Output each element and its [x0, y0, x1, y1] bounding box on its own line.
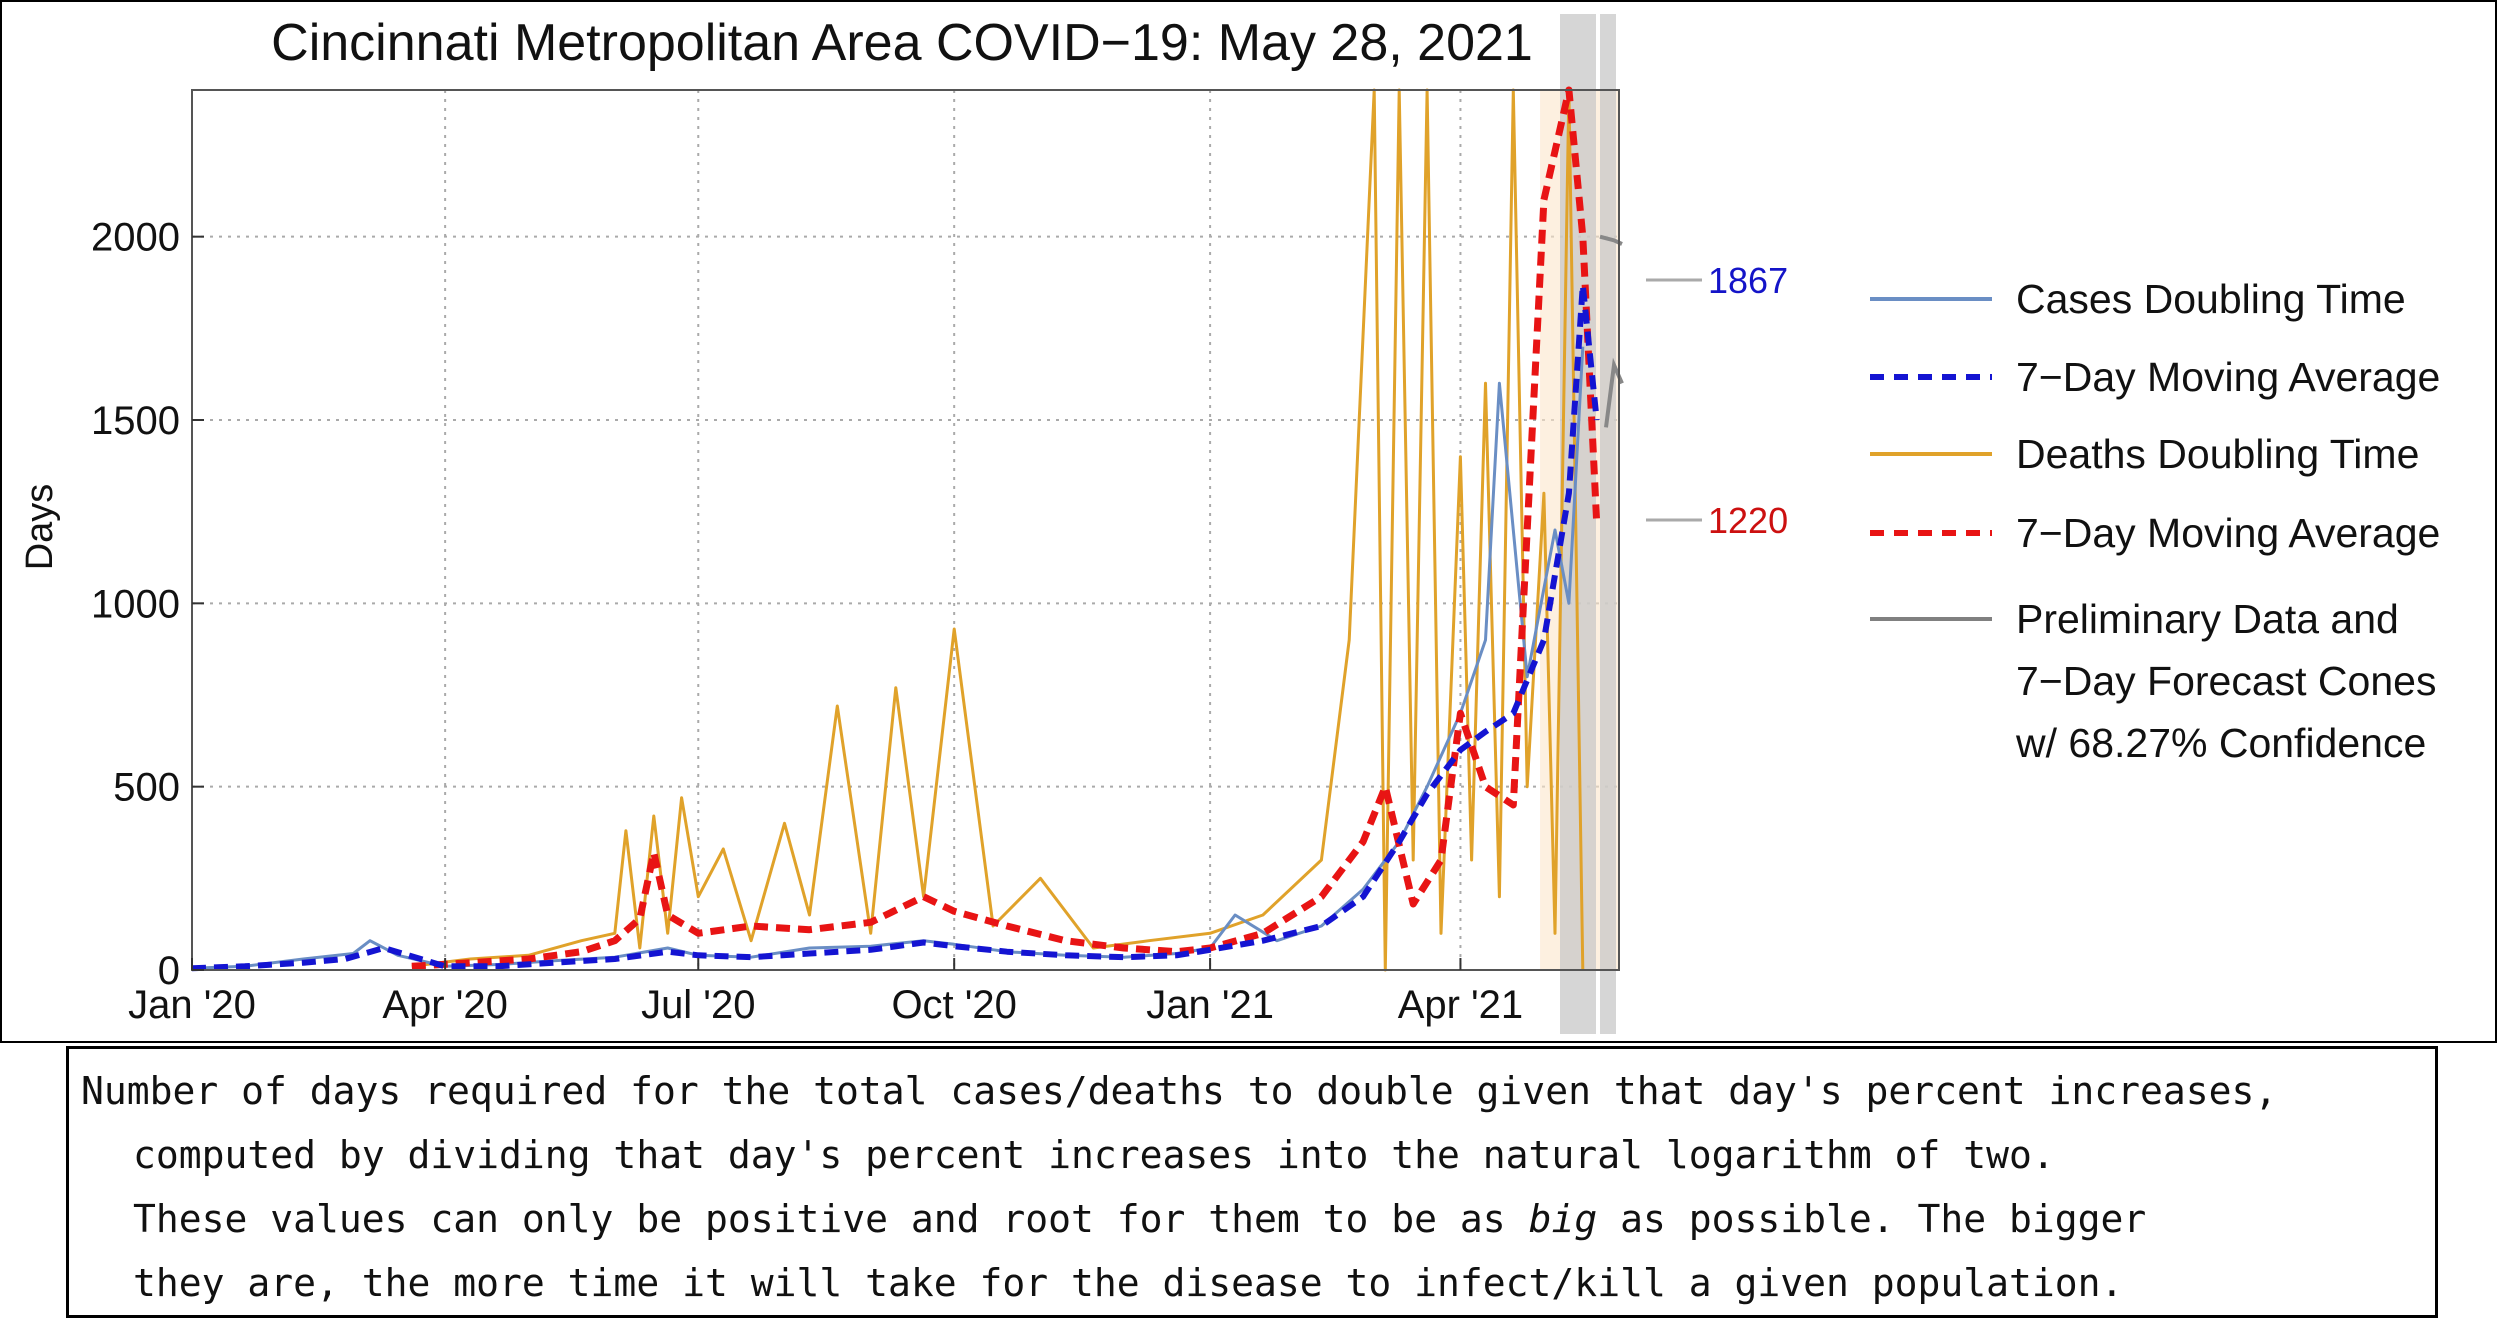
x-tick-label: Jan '21: [1146, 983, 1274, 1027]
caption-line-3: These values can only be positive and ro…: [81, 1187, 2425, 1251]
caption-line-3-start: These values can only be positive and ro…: [133, 1197, 1529, 1241]
chart-frame: Cincinnati Metropolitan Area COVID−19: M…: [0, 0, 2497, 1043]
legend-label: Preliminary Data and: [2016, 596, 2399, 642]
y-tick-label: 1000: [91, 582, 180, 626]
cases-moving-average-line: [191, 282, 1600, 972]
y-tick-label: 500: [113, 766, 180, 810]
preliminary-band: [1600, 14, 1616, 1034]
y-tick-label: 1500: [91, 399, 180, 443]
plot-frame: [191, 89, 1620, 971]
chart-title: Cincinnati Metropolitan Area COVID−19: M…: [271, 14, 1533, 72]
y-tick-label: 2000: [91, 216, 180, 260]
caption-line-3-end: as possible. The bigger: [1597, 1197, 2147, 1241]
annotation-layer: 1867 1220: [1646, 260, 1788, 541]
x-tick-label: Oct '20: [891, 983, 1016, 1027]
caption-line-4: they are, the more time it will take for…: [133, 1261, 2124, 1305]
axis-layer: 0 500 1000 1500 2000 Jan '20 Apr '20 Jul '20 Oct…: [91, 89, 1620, 1027]
legend-label: 7−Day Moving Average: [2016, 510, 2440, 556]
series-layer: [191, 86, 1624, 972]
caption-line-1: Number of days required for the total ca…: [81, 1069, 2278, 1113]
legend-label: Deaths Doubling Time: [2016, 431, 2419, 477]
deaths-doubling-line: [411, 88, 1585, 972]
legend-label: Cases Doubling Time: [2016, 276, 2406, 322]
legend: Cases Doubling Time 7−Day Moving Average D…: [1870, 276, 2440, 766]
annotation-value: 1220: [1708, 500, 1788, 541]
deaths-moving-average-line: [411, 86, 1601, 970]
x-tick-label: Jul '20: [641, 983, 755, 1027]
annotation-value: 1867: [1708, 260, 1788, 301]
x-tick-label: Jan '20: [128, 983, 256, 1027]
x-tick-label: Apr '21: [1398, 983, 1524, 1027]
y-axis-label: Days: [19, 484, 61, 571]
caption-box: Number of days required for the total ca…: [66, 1046, 2438, 1318]
legend-label-line3: w/ 68.27% Confidence: [2015, 720, 2426, 766]
legend-label-line2: 7−Day Forecast Cones: [2016, 658, 2436, 704]
caption-line-2: computed by dividing that day's percent …: [133, 1133, 2055, 1177]
legend-label: 7−Day Moving Average: [2016, 354, 2440, 400]
x-tick-label: Apr '20: [382, 983, 508, 1027]
doubling-time-chart: Cincinnati Metropolitan Area COVID−19: M…: [19, 14, 2440, 1034]
caption-emphasis: big: [1528, 1197, 1598, 1241]
grid-layer: [192, 90, 1619, 970]
y-tick-label: 0: [158, 949, 180, 993]
